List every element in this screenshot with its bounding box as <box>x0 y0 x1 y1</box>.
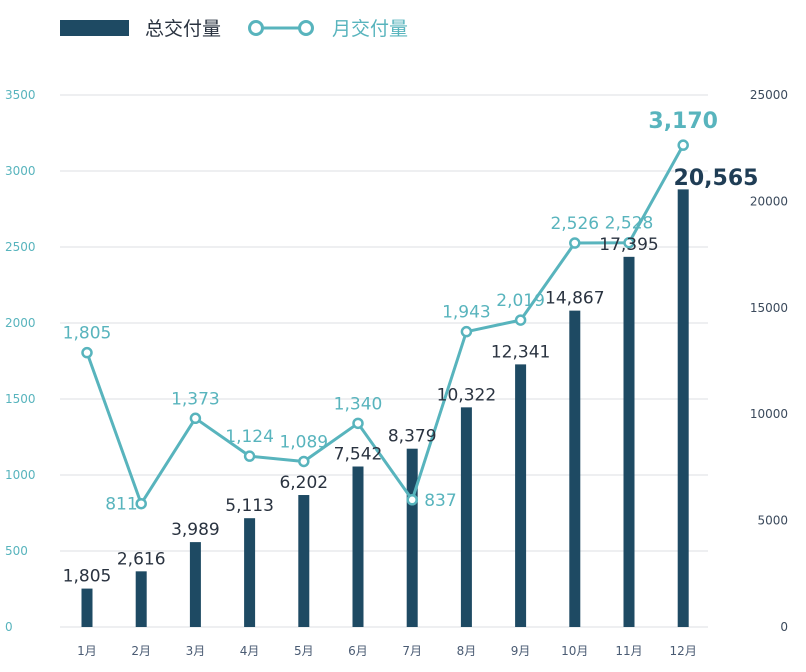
x-tick-label: 2月 <box>131 644 151 658</box>
y-axis-left: 0 500 1000 1500 2000 2500 3000 3500 <box>5 88 36 634</box>
legend: 总交付量 月交付量 <box>60 18 408 40</box>
bar-data-label: 12,341 <box>491 342 550 362</box>
bar-data-labels: 1,8052,6163,9895,1136,2027,5428,37910,32… <box>63 166 759 587</box>
x-tick-label: 1月 <box>77 644 97 658</box>
bar <box>81 588 93 627</box>
line-point <box>569 237 581 249</box>
bar-data-label: 6,202 <box>279 473 328 493</box>
bar-data-label: 8,379 <box>388 427 437 447</box>
bar <box>135 571 147 627</box>
line-series <box>81 139 689 510</box>
bar-data-label: 3,989 <box>171 520 220 540</box>
bar <box>460 407 472 627</box>
line-data-label: 2,528 <box>605 214 654 234</box>
line-point <box>298 455 310 468</box>
legend-bar-swatch <box>60 20 129 36</box>
legend-line-label: 月交付量 <box>332 18 408 40</box>
y-left-tick-label: 1000 <box>5 468 36 482</box>
bar-series <box>81 189 689 627</box>
line-point <box>514 314 527 326</box>
bar-data-label: 5,113 <box>225 496 274 516</box>
y-left-tick-label: 500 <box>5 544 28 558</box>
bar-data-label: 14,867 <box>545 289 604 309</box>
line-point <box>623 236 635 249</box>
line-data-label: 1,340 <box>334 394 383 414</box>
bar-data-label: 1,805 <box>63 567 112 587</box>
line-data-label: 811 <box>105 495 137 515</box>
bar <box>677 189 689 627</box>
line-point <box>677 139 689 151</box>
bar <box>352 466 364 627</box>
line-point <box>352 417 364 430</box>
legend-bar-label: 总交付量 <box>145 18 221 40</box>
y-axis-right: 0 5000 10000 15000 20000 25000 <box>750 88 788 634</box>
bar <box>189 542 201 627</box>
x-tick-label: 8月 <box>457 644 477 658</box>
bar-data-label: 2,616 <box>117 549 166 569</box>
bar-data-label: 10,322 <box>437 385 496 405</box>
y-right-tick-label: 20000 <box>750 194 788 208</box>
y-left-tick-label: 1500 <box>5 392 36 406</box>
legend-line-marker-right <box>298 20 314 36</box>
bar-data-label: 20,565 <box>674 166 759 191</box>
legend-line-marker-left <box>248 20 264 36</box>
x-tick-label: 12月 <box>670 644 697 658</box>
line-data-label: 1,089 <box>279 432 328 452</box>
x-tick-label: 4月 <box>240 644 260 658</box>
line-data-label: 3,170 <box>648 109 718 134</box>
x-tick-label: 5月 <box>294 644 314 658</box>
line-data-label: 1,805 <box>63 324 112 344</box>
x-tick-label: 3月 <box>186 644 206 658</box>
line-point <box>81 346 93 359</box>
y-left-tick-label: 2000 <box>5 316 36 330</box>
line-point <box>135 497 147 510</box>
line-point <box>406 494 418 506</box>
line-point <box>460 325 473 338</box>
x-tick-label: 6月 <box>348 644 368 658</box>
line-data-label: 1,373 <box>171 389 220 409</box>
line-data-label: 837 <box>424 491 456 511</box>
bar-data-label: 7,542 <box>334 445 383 465</box>
y-right-tick-label: 10000 <box>750 407 788 421</box>
x-tick-label: 10月 <box>561 644 588 658</box>
x-tick-label: 9月 <box>511 644 531 658</box>
y-right-tick-label: 0 <box>780 620 788 634</box>
y-left-tick-label: 0 <box>5 620 13 634</box>
y-right-tick-label: 25000 <box>750 88 788 102</box>
bar <box>515 364 527 627</box>
bar <box>623 256 635 627</box>
y-right-tick-label: 5000 <box>757 514 788 528</box>
y-left-tick-label: 2500 <box>5 240 36 254</box>
bar <box>244 518 256 627</box>
x-tick-label: 7月 <box>402 644 422 658</box>
bar <box>406 448 418 627</box>
bar-data-label: 17,395 <box>599 235 658 255</box>
x-tick-label: 11月 <box>615 644 642 658</box>
y-left-tick-label: 3000 <box>5 164 36 178</box>
line-point <box>243 450 256 462</box>
y-left-tick-label: 3500 <box>5 88 36 102</box>
line-point <box>189 412 202 425</box>
x-axis: 1月 2月 3月 4月 5月 6月 7月 8月 9月 10月 11月 12月 <box>77 644 697 658</box>
y-right-tick-label: 15000 <box>750 301 788 315</box>
line-data-label: 2,526 <box>550 214 599 234</box>
bar <box>569 310 581 627</box>
line-data-label: 1,124 <box>225 427 274 447</box>
bar <box>298 495 310 627</box>
line-data-label: 1,943 <box>442 303 491 323</box>
line-path <box>85 144 685 506</box>
line-data-label: 2,019 <box>496 291 545 311</box>
gridlines <box>60 94 708 628</box>
